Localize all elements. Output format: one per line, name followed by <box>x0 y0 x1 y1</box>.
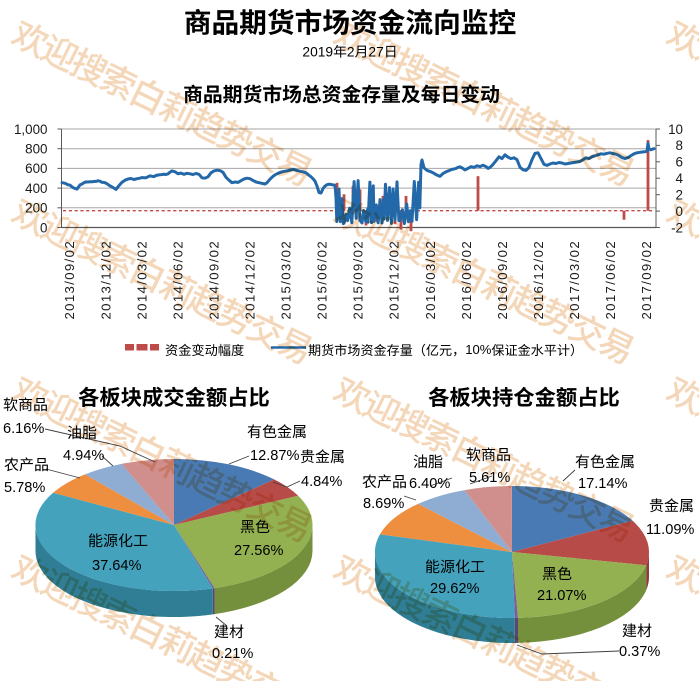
svg-text:2: 2 <box>676 188 683 203</box>
svg-text:6.40%: 6.40% <box>409 476 450 492</box>
svg-text:27.56%: 27.56% <box>234 543 284 559</box>
svg-text:0.21%: 0.21% <box>212 646 253 662</box>
svg-text:5.78%: 5.78% <box>4 480 45 496</box>
svg-text:4.84%: 4.84% <box>301 474 342 490</box>
svg-text:2015/12/02: 2015/12/02 <box>387 240 402 320</box>
svg-text:400: 400 <box>25 181 47 196</box>
svg-text:8: 8 <box>676 138 683 153</box>
svg-text:37.64%: 37.64% <box>92 558 142 574</box>
svg-text:2016/06/02: 2016/06/02 <box>459 240 474 320</box>
svg-text:8.69%: 8.69% <box>363 496 404 512</box>
svg-text:2017/09/02: 2017/09/02 <box>639 240 654 320</box>
svg-text:11.09%: 11.09% <box>646 522 694 538</box>
svg-text:2014/03/02: 2014/03/02 <box>134 240 149 320</box>
svg-text:2014/12/02: 2014/12/02 <box>243 240 258 320</box>
svg-text:1,000: 1,000 <box>14 122 48 137</box>
svg-text:2019: 2019 <box>302 45 333 60</box>
svg-text:2015/06/02: 2015/06/02 <box>315 240 330 320</box>
svg-text:6.16%: 6.16% <box>3 421 44 437</box>
svg-text:10: 10 <box>668 122 683 137</box>
svg-text:17.14%: 17.14% <box>578 476 628 492</box>
svg-text:800: 800 <box>25 142 47 157</box>
svg-text:10%: 10% <box>465 342 492 357</box>
svg-text:4: 4 <box>676 171 684 186</box>
svg-text:2015/03/02: 2015/03/02 <box>279 240 294 320</box>
svg-text:21.07%: 21.07% <box>537 588 587 604</box>
svg-text:2017/03/02: 2017/03/02 <box>567 240 582 320</box>
svg-text:2015/09/02: 2015/09/02 <box>351 240 366 320</box>
svg-text:12.87%: 12.87% <box>250 448 300 464</box>
svg-text:0: 0 <box>40 220 47 235</box>
svg-text:6: 6 <box>676 155 683 170</box>
svg-text:600: 600 <box>25 161 47 176</box>
svg-text:2: 2 <box>347 45 355 60</box>
svg-text:0.37%: 0.37% <box>619 644 660 660</box>
svg-text:2017/06/02: 2017/06/02 <box>603 240 618 320</box>
svg-text:4.94%: 4.94% <box>63 448 104 464</box>
svg-text:29.62%: 29.62% <box>430 581 480 597</box>
svg-text:2013/09/02: 2013/09/02 <box>62 240 77 320</box>
